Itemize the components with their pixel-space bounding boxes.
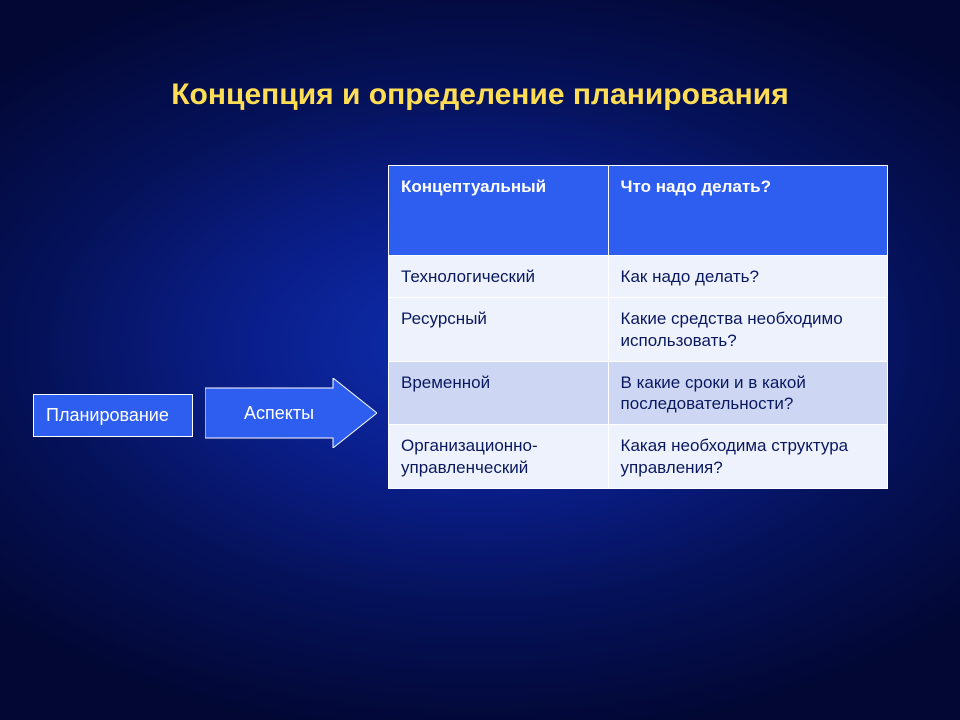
cell-aspect: Временной bbox=[389, 361, 609, 425]
slide-title: Концепция и определение планирования bbox=[0, 78, 960, 112]
header-question: Что надо делать? bbox=[608, 166, 887, 256]
aspects-label: Аспекты bbox=[205, 378, 345, 448]
cell-aspect: Технологический bbox=[389, 256, 609, 298]
table-row: Ресурсный Какие средства необходимо испо… bbox=[389, 298, 888, 362]
cell-question: Как надо делать? bbox=[608, 256, 887, 298]
aspects-arrow: Аспекты bbox=[205, 378, 377, 448]
table-row: Временной В какие сроки и в какой послед… bbox=[389, 361, 888, 425]
cell-question: Какая необходима структура управления? bbox=[608, 425, 887, 489]
cell-aspect: Организационно-управленческий bbox=[389, 425, 609, 489]
table-row: Организационно-управленческий Какая необ… bbox=[389, 425, 888, 489]
header-aspect: Концептуальный bbox=[389, 166, 609, 256]
aspects-table: Концептуальный Что надо делать? Технолог… bbox=[388, 165, 888, 489]
table-row: Технологический Как надо делать? bbox=[389, 256, 888, 298]
cell-question: В какие сроки и в какой последовательнос… bbox=[608, 361, 887, 425]
cell-question: Какие средства необходимо использовать? bbox=[608, 298, 887, 362]
table-header-row: Концептуальный Что надо делать? bbox=[389, 166, 888, 256]
planning-label: Планирование bbox=[46, 405, 169, 425]
planning-box: Планирование bbox=[33, 394, 193, 437]
cell-aspect: Ресурсный bbox=[389, 298, 609, 362]
